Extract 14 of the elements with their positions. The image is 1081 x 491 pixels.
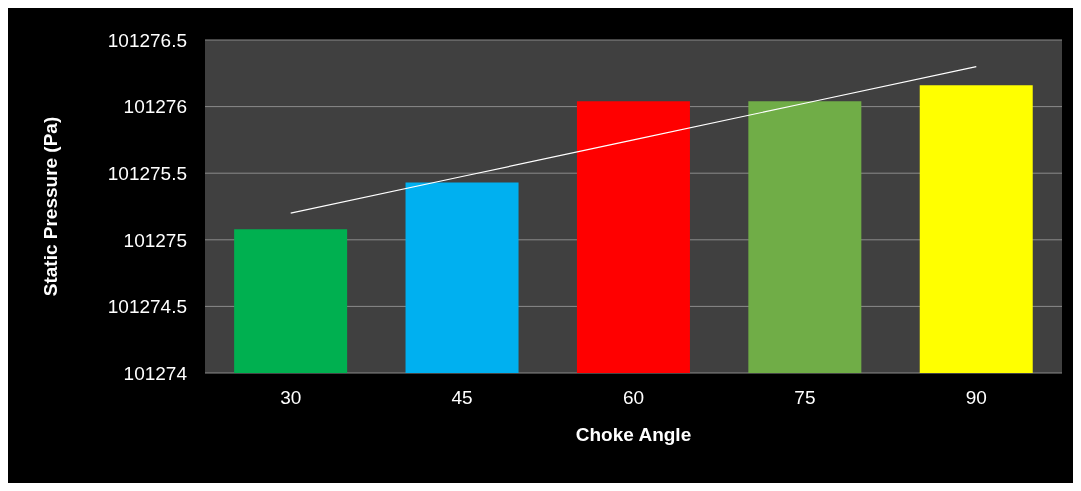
- x-tick-label: 30: [280, 387, 302, 409]
- x-tick-label: 60: [622, 387, 645, 409]
- y-axis-title: Static Pressure (Pa): [39, 116, 61, 297]
- line-series: [290, 66, 977, 214]
- x-tick-label: 75: [794, 387, 816, 409]
- x-tick-label: 45: [451, 387, 473, 409]
- x-tick-label: 90: [965, 387, 987, 409]
- y-tick-label: 101274: [123, 362, 188, 384]
- y-tick-label: 101276.5: [107, 29, 187, 51]
- y-tick-label: 101275: [123, 229, 187, 251]
- y-tick-label: 101276: [123, 96, 187, 118]
- x-axis-title: Choke Angle: [575, 424, 692, 445]
- y-tick-label: 101274.5: [107, 296, 187, 318]
- y-tick-label: 101275.5: [107, 162, 187, 184]
